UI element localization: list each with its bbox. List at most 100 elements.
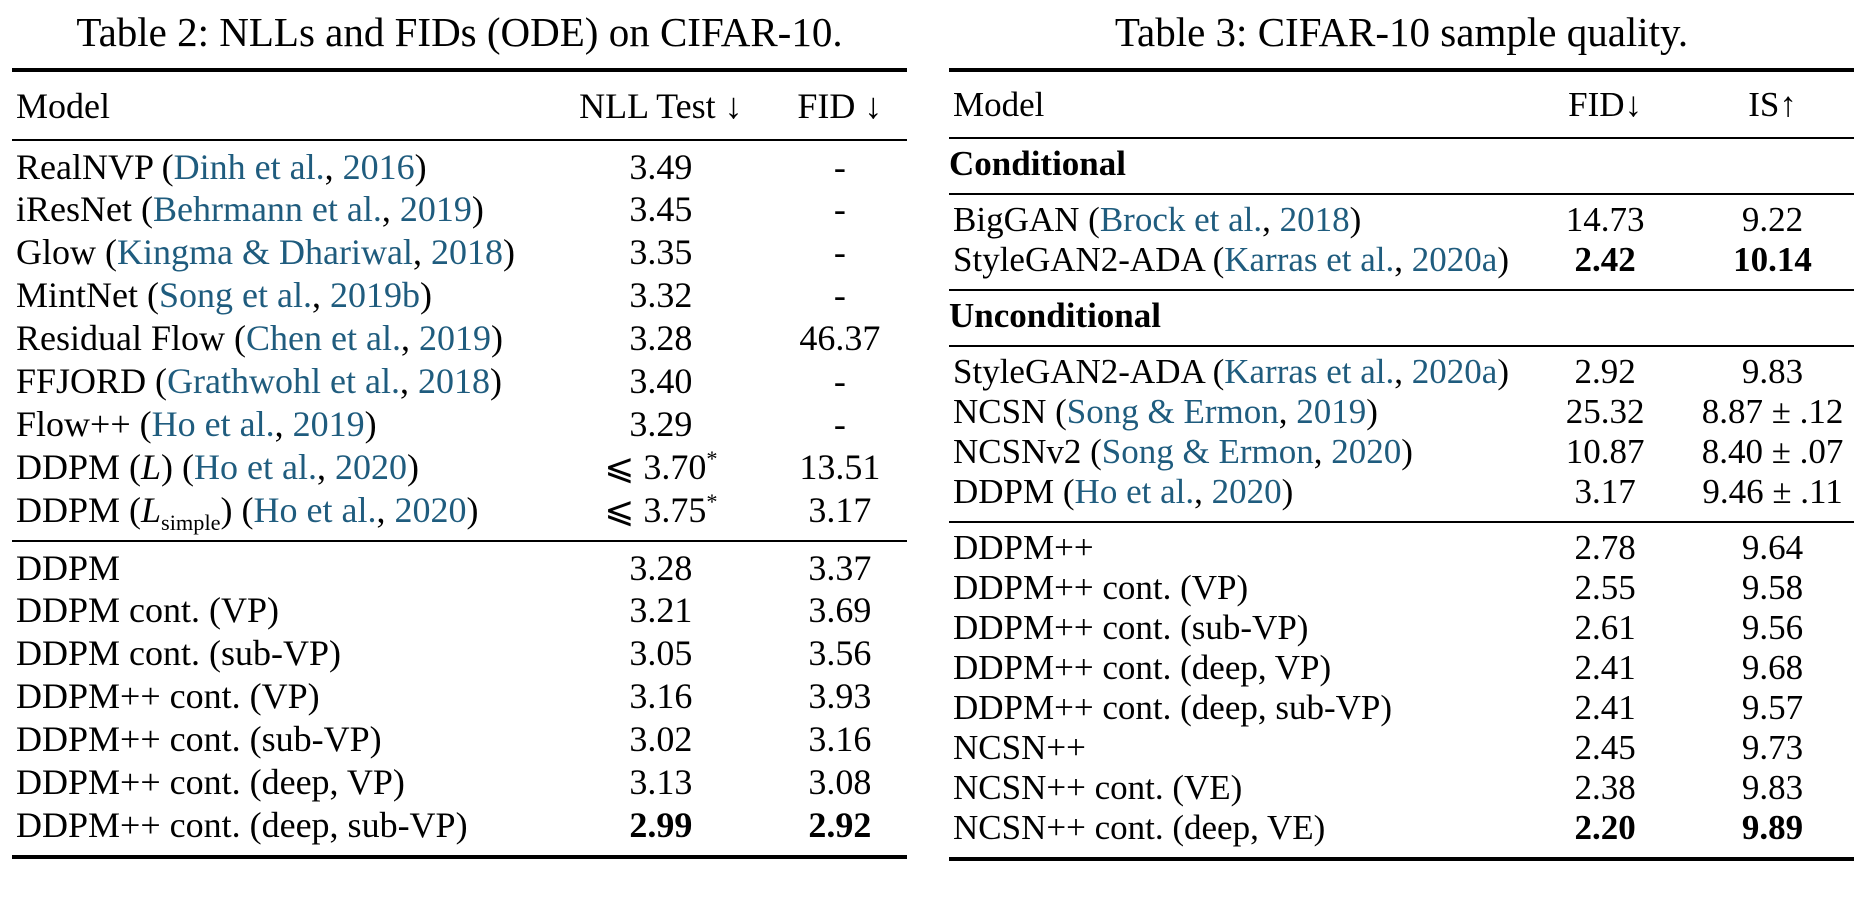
- table2-caption: Table 2: NLLs and FIDs (ODE) on CIFAR-10…: [76, 9, 843, 55]
- citation-link[interactable]: 2019: [399, 189, 472, 230]
- fid-cell: 2.92: [808, 804, 872, 845]
- fid-cell: 3.69: [808, 590, 872, 631]
- citation-link[interactable]: Chen et al.: [246, 318, 401, 359]
- header-row: Model NLL Test ↓ FID ↓: [12, 69, 907, 141]
- citation-link[interactable]: Ho et al.: [253, 489, 377, 530]
- citation-link[interactable]: Kingma & Dhariwal: [117, 232, 413, 273]
- table-row: DDPM (Lsimple) (Ho et al., 2020) ⩽ 3.75* 3…: [12, 489, 907, 541]
- fid-cell: 14.73: [1519, 192, 1692, 240]
- fid-cell: 3.56: [808, 633, 872, 674]
- header-row: Model FID↓ IS↑: [949, 69, 1854, 139]
- citation-link[interactable]: Behrmann et al.: [152, 189, 382, 230]
- model-cell: DDPM (Lsimple) (Ho et al., 2020): [16, 489, 479, 536]
- table-row: Flow++ (Ho et al., 2019) 3.29 -: [12, 403, 907, 446]
- citation-link[interactable]: 2019: [418, 318, 491, 359]
- nll-cell: 3.05: [629, 633, 693, 674]
- citation-link[interactable]: 2019b: [329, 275, 420, 316]
- section-block: Conditional: [949, 138, 1854, 194]
- citation-link[interactable]: Ho et al.: [151, 404, 275, 445]
- citation-link[interactable]: 2018: [430, 232, 503, 273]
- citation-link[interactable]: Song et al.: [158, 275, 312, 316]
- is-cell: 10.14: [1733, 239, 1812, 279]
- citation-link[interactable]: 2019: [1296, 391, 1367, 431]
- citation-link[interactable]: Grathwohl et al.: [167, 361, 400, 402]
- citation-link[interactable]: Dinh et al.: [173, 146, 325, 187]
- citation-link[interactable]: Ho et al.: [194, 447, 317, 488]
- is-cell: 9.64: [1691, 520, 1854, 568]
- fid-cell: 2.92: [1519, 344, 1692, 392]
- citation-link[interactable]: 2016: [342, 146, 415, 187]
- table3-header-model: Model: [949, 69, 1520, 139]
- citation-link[interactable]: Brock et al.: [1099, 199, 1263, 239]
- citation-link[interactable]: Karras et al.: [1224, 239, 1395, 279]
- fid-cell: -: [833, 189, 846, 230]
- fid-cell: 2.55: [1574, 567, 1636, 607]
- fid-cell: -: [833, 275, 846, 316]
- model-cell: NCSN (Song & Ermon, 2019): [953, 391, 1378, 431]
- model-cell: DDPM++ cont. (deep, sub-VP): [953, 687, 1393, 727]
- citation-link[interactable]: 2018: [1279, 199, 1350, 239]
- fid-cell: -: [833, 232, 846, 273]
- citation-link[interactable]: 2020: [1331, 431, 1402, 471]
- is-cell: 9.46 ± .11: [1702, 471, 1843, 511]
- nll-cell: 3.21: [629, 590, 693, 631]
- is-cell: 8.87 ± .12: [1701, 391, 1844, 431]
- fid-cell: -: [833, 146, 846, 187]
- citation-link[interactable]: 2020a: [1411, 351, 1498, 391]
- is-cell: 9.22: [1691, 192, 1854, 240]
- nll-cell: ⩽ 3.75*: [604, 488, 718, 530]
- table-row: NCSN++ cont. (deep, VE) 2.20 9.89: [949, 808, 1854, 859]
- fid-cell: 3.17: [1574, 471, 1636, 511]
- nll-cell: 3.32: [629, 275, 693, 316]
- citation-link[interactable]: 2020: [1211, 471, 1282, 511]
- table-row: DDPM (L) (Ho et al., 2020) ⩽ 3.70* 13.51: [12, 446, 907, 489]
- table3: Model FID↓ IS↑ Conditional BigGAN (Brock …: [949, 67, 1854, 861]
- model-cell: NCSNv2 (Song & Ermon, 2020): [953, 431, 1413, 471]
- model-cell: DDPM (Ho et al., 2020): [953, 471, 1294, 511]
- model-cell: DDPM cont. (VP): [16, 590, 280, 631]
- rows-block: BigGAN (Brock et al., 2018) 14.73 9.22 Styl…: [949, 192, 1854, 290]
- nll-cell: 3.28: [629, 318, 693, 359]
- model-cell: DDPM++ cont. (sub-VP): [953, 607, 1309, 647]
- citation-link[interactable]: Song & Ermon: [1066, 391, 1279, 431]
- fid-cell: -: [833, 404, 846, 445]
- model-cell: Flow++ (Ho et al., 2019): [16, 404, 377, 445]
- table-row: RealNVP (Dinh et al., 2016) 3.49 -: [12, 140, 907, 188]
- model-cell: Glow (Kingma & Dhariwal, 2018): [16, 232, 515, 273]
- model-cell: DDPM (L) (Ho et al., 2020): [16, 447, 419, 488]
- model-cell: NCSN++ cont. (VE): [953, 767, 1243, 807]
- rows-block: DDPM 3.28 3.37 DDPM cont. (VP) 3.21 3.69 DDPM …: [12, 539, 907, 857]
- citation-link[interactable]: 2020: [394, 489, 467, 530]
- table-row: Glow (Kingma & Dhariwal, 2018) 3.35 -: [12, 231, 907, 274]
- table-row: DDPM cont. (sub-VP) 3.05 3.56: [12, 632, 907, 675]
- model-cell: NCSN++ cont. (deep, VE): [953, 807, 1326, 847]
- citation-link[interactable]: 2018: [418, 361, 490, 402]
- table2-header-nll: NLL Test ↓: [549, 69, 773, 141]
- nll-cell: 3.35: [629, 232, 693, 273]
- model-cell: DDPM cont. (sub-VP): [16, 633, 342, 674]
- model-cell: Residual Flow (Chen et al., 2019): [16, 318, 503, 359]
- citation-link[interactable]: Song & Ermon: [1101, 431, 1314, 471]
- is-cell: 9.83: [1741, 767, 1804, 807]
- fid-cell: 10.87: [1565, 431, 1645, 471]
- model-cell: DDPM++ cont. (deep, VP): [16, 762, 405, 803]
- is-cell: 9.83: [1691, 344, 1854, 392]
- table3-caption: Table 3: CIFAR-10 sample quality.: [1114, 9, 1689, 55]
- rows-block: StyleGAN2-ADA (Karras et al., 2020a) 2.92…: [949, 344, 1854, 522]
- model-cell: RealNVP (Dinh et al., 2016): [16, 146, 427, 187]
- citation-link[interactable]: 2020: [335, 447, 407, 488]
- fid-cell: 25.32: [1565, 391, 1645, 431]
- model-cell: DDPM++ cont. (VP): [16, 676, 320, 717]
- model-cell: iResNet (Behrmann et al., 2019): [16, 189, 484, 230]
- citation-link[interactable]: Karras et al.: [1224, 351, 1395, 391]
- citation-link[interactable]: 2019: [292, 404, 365, 445]
- model-cell: DDPM++ cont. (sub-VP): [16, 719, 382, 760]
- is-cell: 9.58: [1741, 567, 1804, 607]
- table-row: DDPM++ cont. (VP) 2.55 9.58: [949, 568, 1854, 608]
- citation-link[interactable]: 2020a: [1411, 239, 1498, 279]
- model-cell: StyleGAN2-ADA (Karras et al., 2020a): [949, 344, 1520, 392]
- nll-cell: 3.49: [629, 146, 693, 187]
- citation-link[interactable]: Ho et al.: [1074, 471, 1195, 511]
- table-row: Residual Flow (Chen et al., 2019) 3.28 46.…: [12, 317, 907, 360]
- nll-cell: 3.29: [629, 404, 693, 445]
